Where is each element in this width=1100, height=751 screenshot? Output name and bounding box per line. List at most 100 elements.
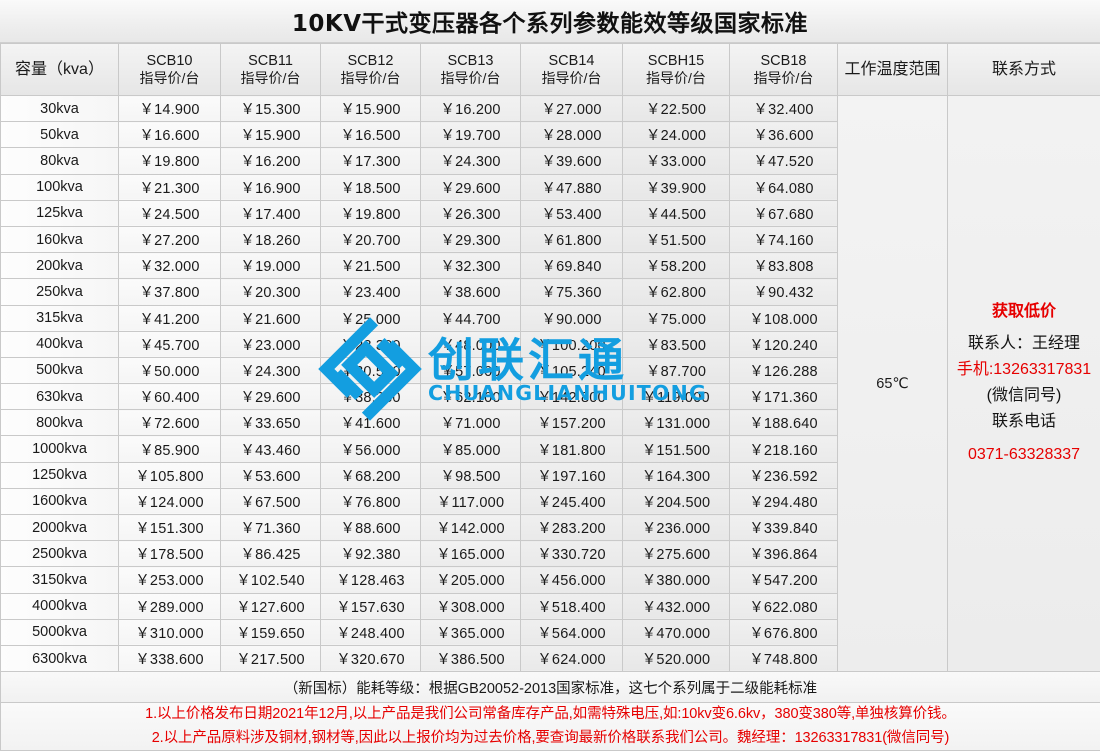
cell-capacity: 250kva [1,279,119,305]
cell-price: ￥16.600 [119,122,221,148]
cell-price: ￥37.800 [119,279,221,305]
contact-phone-number[interactable]: 0371-63328337 [948,442,1100,468]
cell-price: ￥68.200 [321,462,421,488]
cell-capacity: 4000kva [1,593,119,619]
col-header-scb11: SCB11 指导价/台 [221,44,321,96]
cell-price: ￥74.160 [730,226,838,252]
cell-price: ￥748.800 [730,645,838,671]
cell-price: ￥21.300 [119,174,221,200]
cell-price: ￥50.000 [119,357,221,383]
cell-price: ￥62.100 [421,384,521,410]
cell-price: ￥19.800 [119,148,221,174]
contact-mobile[interactable]: 手机:13263317831 [948,357,1100,383]
page-title: 10KV干式变压器各个系列参数能效等级国家标准 [292,4,808,38]
cell-price: ￥119.000 [623,384,730,410]
cell-price: ￥365.000 [421,619,521,645]
cell-price: ￥44.500 [623,200,730,226]
cell-price: ￥15.300 [221,96,321,122]
cell-price: ￥380.000 [623,567,730,593]
cell-price: ￥253.000 [119,567,221,593]
cell-price: ￥338.600 [119,645,221,671]
cell-price: ￥24.500 [119,200,221,226]
cell-price: ￥45.700 [119,331,221,357]
table-foot: （新国标）能耗等级：根据GB20052-2013国家标准，这七个系列属于二级能耗… [1,672,1100,751]
cell-price: ￥85.900 [119,436,221,462]
cell-price: ￥41.200 [119,305,221,331]
cell-price: ￥21.500 [321,253,421,279]
cell-price: ￥164.300 [623,462,730,488]
cell-price: ￥58.200 [623,253,730,279]
cell-capacity: 800kva [1,410,119,436]
cell-price: ￥28.000 [521,122,623,148]
cell-price: ￥33.650 [221,410,321,436]
warning-line-2: 2.以上产品原料涉及铜材,钢材等,因此以上报价均为过去价格,要查询最新价格联系我… [1,727,1100,750]
cell-price: ￥23.000 [221,331,321,357]
cell-capacity: 200kva [1,253,119,279]
col-header-capacity: 容量（kva） [1,44,119,96]
cell-price: ￥69.840 [521,253,623,279]
cell-price: ￥165.000 [421,541,521,567]
standard-note: （新国标）能耗等级：根据GB20052-2013国家标准，这七个系列属于二级能耗… [1,672,1100,703]
cell-price: ￥19.800 [321,200,421,226]
cell-price: ￥32.000 [119,253,221,279]
cell-capacity: 5000kva [1,619,119,645]
cell-working-temperature: 65℃ [838,96,948,672]
cell-price: ￥61.800 [521,226,623,252]
cell-price: ￥24.000 [623,122,730,148]
cell-price: ￥171.360 [730,384,838,410]
cell-price: ￥29.600 [421,174,521,200]
table-row: 30kva￥14.900￥15.300￥15.900￥16.200￥27.000… [1,96,1100,122]
cell-price: ￥26.300 [421,200,521,226]
cell-price: ￥19.700 [421,122,521,148]
cell-capacity: 400kva [1,331,119,357]
cell-price: ￥197.160 [521,462,623,488]
cell-price: ￥157.630 [321,593,421,619]
cell-price: ￥39.600 [521,148,623,174]
cell-price: ￥204.500 [623,488,730,514]
cell-price: ￥105.240 [521,357,623,383]
cell-price: ￥105.800 [119,462,221,488]
cell-price: ￥15.900 [221,122,321,148]
cell-price: ￥17.400 [221,200,321,226]
cell-price: ￥16.200 [221,148,321,174]
cell-price: ￥18.260 [221,226,321,252]
cell-price: ￥39.900 [623,174,730,200]
cell-price: ￥75.000 [623,305,730,331]
cell-price: ￥330.720 [521,541,623,567]
cell-price: ￥83.500 [623,331,730,357]
transformer-price-table: 容量（kva） SCB10 指导价/台 SCB11 指导价/台 SCB12 指导… [0,43,1100,751]
contact-wechat-note: (微信同号) [948,383,1100,409]
cell-price: ￥100.200 [521,331,623,357]
cell-price: ￥124.000 [119,488,221,514]
cell-price: ￥86.425 [221,541,321,567]
cell-price: ￥23.400 [321,279,421,305]
cell-price: ￥386.500 [421,645,521,671]
cell-price: ￥62.800 [623,279,730,305]
cell-price: ￥17.300 [321,148,421,174]
cell-price: ￥64.080 [730,174,838,200]
cell-price: ￥456.000 [521,567,623,593]
cell-price: ￥308.000 [421,593,521,619]
cell-price: ￥127.600 [221,593,321,619]
cell-price: ￥16.500 [321,122,421,148]
cell-price: ￥102.540 [221,567,321,593]
cell-price: ￥87.700 [623,357,730,383]
cell-price: ￥24.300 [221,357,321,383]
cell-price: ￥20.300 [221,279,321,305]
cell-price: ￥60.400 [119,384,221,410]
cell-price: ￥518.400 [521,593,623,619]
cell-capacity: 100kva [1,174,119,200]
table-head: 容量（kva） SCB10 指导价/台 SCB11 指导价/台 SCB12 指导… [1,44,1100,96]
contact-person: 联系人：王经理 [948,331,1100,357]
cell-price: ￥188.640 [730,410,838,436]
cell-price: ￥236.592 [730,462,838,488]
cell-price: ￥44.700 [421,305,521,331]
cell-price: ￥14.900 [119,96,221,122]
cell-price: ￥71.360 [221,515,321,541]
cell-price: ￥85.000 [421,436,521,462]
cell-price: ￥624.000 [521,645,623,671]
spacer [948,435,1100,442]
cell-price: ￥22.500 [623,96,730,122]
cell-price: ￥28.300 [321,331,421,357]
